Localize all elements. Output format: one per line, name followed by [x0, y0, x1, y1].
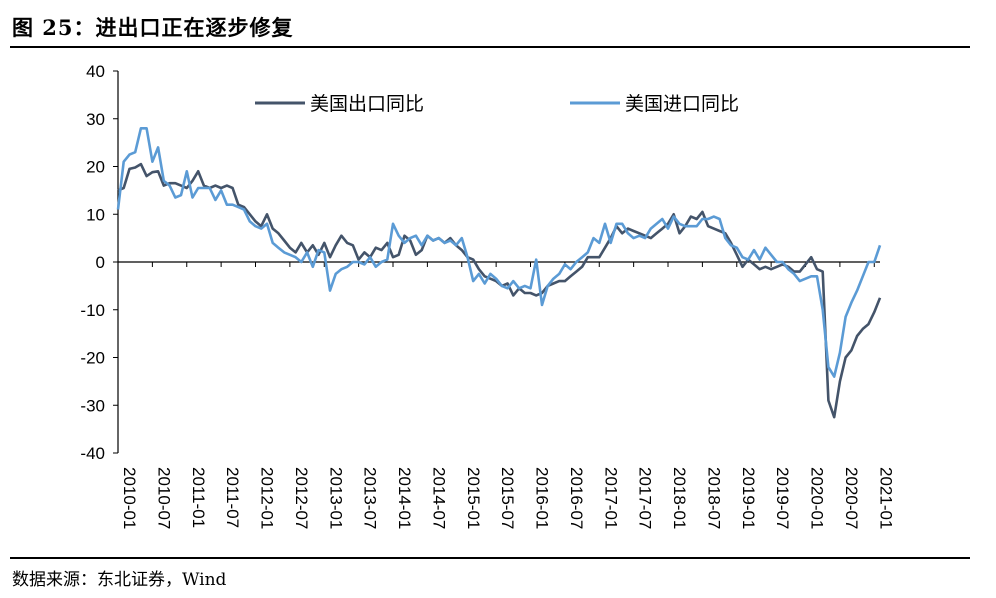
x-tick-label: 2013-01 — [326, 467, 345, 529]
y-tick-label: 10 — [86, 205, 105, 224]
x-tick-label: 2017-01 — [601, 467, 620, 529]
x-tick-label: 2020-07 — [842, 467, 861, 529]
x-tick-label: 2014-01 — [395, 467, 414, 529]
x-tick-label: 2013-07 — [361, 467, 380, 529]
y-axis-ticks: 40 30 20 10 0 -10 -20 -30 -40 — [80, 62, 118, 463]
x-tick-label: 2016-01 — [533, 467, 552, 529]
title-rule — [10, 46, 970, 48]
x-tick-label: 2018-07 — [704, 467, 723, 529]
series-line-1 — [116, 127, 882, 378]
x-tick-label: 2017-07 — [636, 467, 655, 529]
x-tick-label: 2010-01 — [120, 467, 139, 529]
x-tick-label: 2015-07 — [498, 467, 517, 529]
x-tick-label: 2018-01 — [670, 467, 689, 529]
x-tick-label: 2021-01 — [876, 467, 895, 529]
series-lines — [116, 127, 882, 419]
legend-label-0: 美国出口同比 — [310, 93, 424, 115]
y-tick-label: -20 — [80, 349, 105, 368]
x-tick-label: 2014-07 — [429, 467, 448, 529]
x-tick-label: 2012-01 — [258, 467, 277, 529]
y-tick-label: -10 — [80, 301, 105, 320]
y-tick-label: 40 — [86, 62, 105, 81]
source-rule — [10, 557, 970, 559]
y-tick-label: -40 — [80, 444, 105, 463]
legend: 美国出口同比 美国进口同比 — [255, 93, 739, 115]
x-tick-label: 2015-01 — [464, 467, 483, 529]
figure-title: 图 25：进出口正在逐步修复 — [12, 15, 294, 40]
x-tick-label: 2020-01 — [808, 467, 827, 529]
y-tick-label: 20 — [86, 158, 105, 177]
x-tick-label: 2019-07 — [773, 467, 792, 529]
x-axis-ticks: 2010-01 2010-07 2011-01 2011-07 2012-01 2012-… — [117, 262, 895, 529]
y-tick-label: 30 — [86, 110, 105, 129]
x-tick-label: 2011-07 — [223, 467, 242, 528]
y-tick-label: -30 — [80, 396, 105, 415]
x-tick-label: 2012-07 — [292, 467, 311, 529]
x-tick-label: 2010-07 — [154, 467, 173, 529]
x-tick-label: 2011-01 — [189, 467, 208, 528]
chart-axes — [117, 71, 880, 453]
legend-label-1: 美国进口同比 — [625, 93, 739, 115]
source-note: 数据来源：东北证券，Wind — [12, 570, 227, 590]
x-tick-label: 2016-07 — [567, 467, 586, 529]
y-tick-label: 0 — [96, 253, 105, 272]
x-tick-label: 2019-01 — [739, 467, 758, 529]
series-line-0 — [117, 162, 882, 419]
